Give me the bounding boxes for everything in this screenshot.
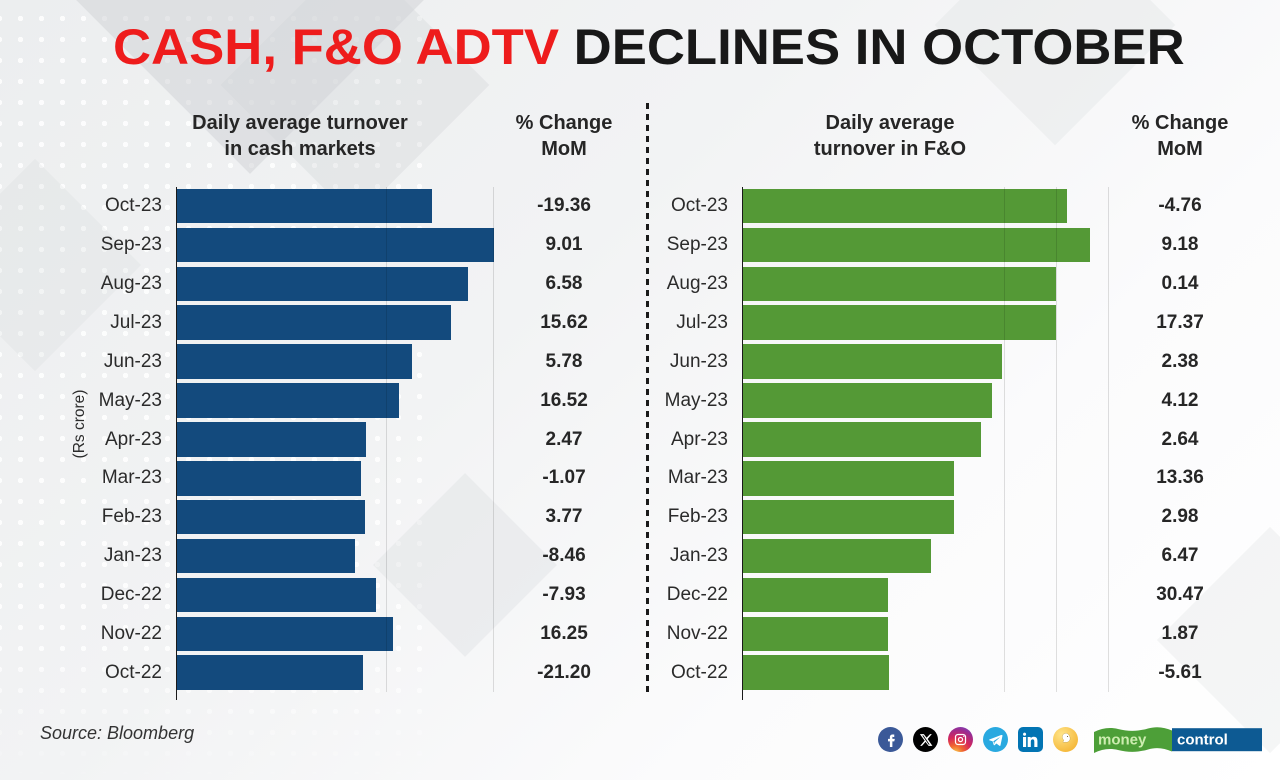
svg-text:control: control (1177, 732, 1228, 749)
svg-text:money: money (1098, 732, 1147, 749)
